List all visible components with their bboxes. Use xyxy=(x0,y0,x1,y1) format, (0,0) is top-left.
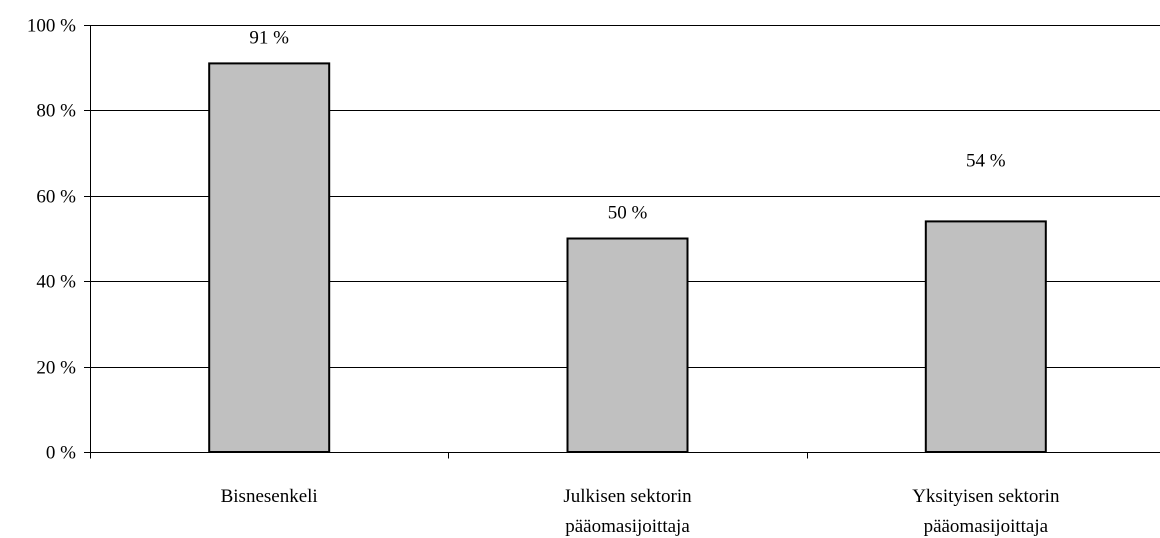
x-category-label: pääomasijoittaja xyxy=(565,516,690,537)
bar xyxy=(568,239,688,453)
bar xyxy=(926,221,1046,452)
y-tick-label: 60 % xyxy=(36,187,76,208)
y-tick-label: 40 % xyxy=(36,272,76,293)
data-label: 91 % xyxy=(249,27,289,48)
data-label: 50 % xyxy=(608,203,648,224)
x-category-label: Bisnesenkeli xyxy=(221,486,318,507)
y-tick-label: 0 % xyxy=(46,443,76,464)
labels: 0 % 20 % 40 % 60 % 80 % 100 % 91 % Bisnesenkeli… xyxy=(27,16,1060,538)
data-label: 54 % xyxy=(966,150,1006,171)
x-category-label: Yksityisen sektorin xyxy=(912,486,1060,507)
bar xyxy=(209,63,329,452)
bars xyxy=(209,63,1046,452)
y-tick-label: 20 % xyxy=(36,358,76,379)
y-tick-label: 100 % xyxy=(27,16,76,37)
x-category-label: Julkisen sektorin xyxy=(563,486,692,507)
x-category-label: pääomasijoittaja xyxy=(924,516,1049,537)
y-tick-label: 80 % xyxy=(36,101,76,122)
